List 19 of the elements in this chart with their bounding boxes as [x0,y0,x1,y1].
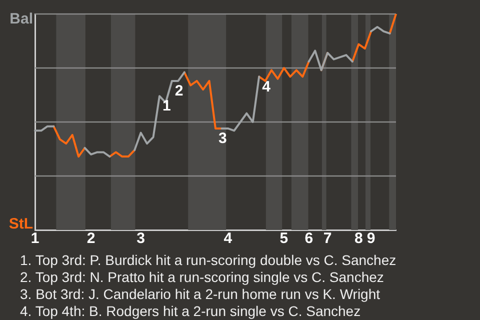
x-tick-label: 8 [354,230,363,248]
x-tick-label: 1 [30,230,40,248]
x-tick-label: 2 [86,230,96,248]
x-tick-label: 7 [323,230,332,248]
text: 2. Top 3rd: N. Pratto hit a run-scoring single vs C. Sanchez [20,269,385,286]
annotation: 3 [218,130,227,148]
text: StL [8,216,33,233]
text: 4. Top 4th: B. Rodgers hit a 2-run single vs C. Sanchez [20,303,362,320]
annotation: 1 [162,98,171,115]
text: 1. Top 3rd: P. Burdick hit a run-scoring double vs C. Sanchez [20,252,396,269]
annotation: 4 [262,78,272,96]
x-tick-label: 5 [280,230,288,248]
x-tick-label: 9 [366,230,376,248]
x-tick-label: 4 [224,230,233,248]
text: 3. Bot 3rd: J. Candelario hit a 2-run home run vs K. Wright [20,286,382,303]
x-tick-label: 3 [136,230,145,248]
annotation: 2 [174,82,184,100]
text: Bal [10,10,33,28]
x-tick-label: 6 [304,230,314,248]
